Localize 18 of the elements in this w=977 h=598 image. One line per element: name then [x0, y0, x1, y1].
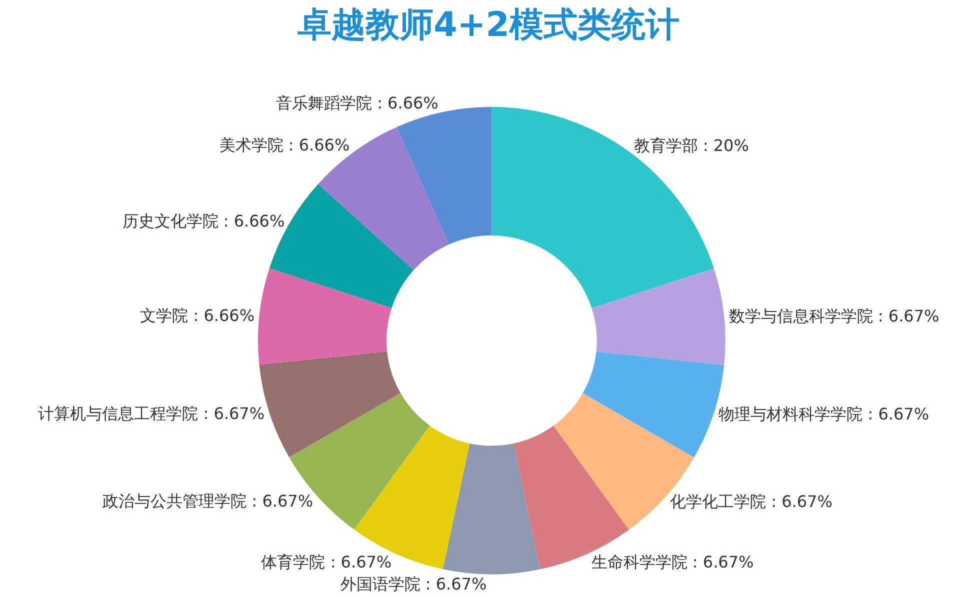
slice-label: 体育学院 : 6.67% — [261, 552, 392, 572]
slice-label: 生命科学学院 : 6.67% — [591, 552, 754, 572]
chart-title: 卓越教师4+2模式类统计 — [296, 4, 680, 45]
donut-slice — [592, 268, 726, 366]
slice-label: 美术学院 : 6.66% — [219, 136, 350, 155]
donut-slice — [442, 443, 540, 574]
donut-slice — [258, 268, 392, 365]
slice-label: 政治与公共管理学院 : 6.67% — [102, 491, 314, 510]
slice-label: 物理与材料科学学院 : 6.67% — [718, 404, 930, 424]
donut-slice — [492, 106, 714, 308]
slice-label: 计算机与信息工程学院 : 6.67% — [38, 404, 265, 423]
slice-label: 文学院 : 6.66% — [140, 306, 255, 326]
slice-label: 音乐舞蹈学院 : 6.66% — [276, 93, 438, 112]
slice-label: 外国语学院 : 6.67% — [340, 574, 487, 594]
slice-label: 历史文化学院 : 6.66% — [122, 212, 285, 231]
slice-label: 化学化工学院 : 6.67% — [670, 492, 832, 511]
slice-label: 教育学部 : 20% — [634, 136, 749, 155]
slice-label: 数学与信息科学学院 : 6.67% — [728, 306, 940, 326]
